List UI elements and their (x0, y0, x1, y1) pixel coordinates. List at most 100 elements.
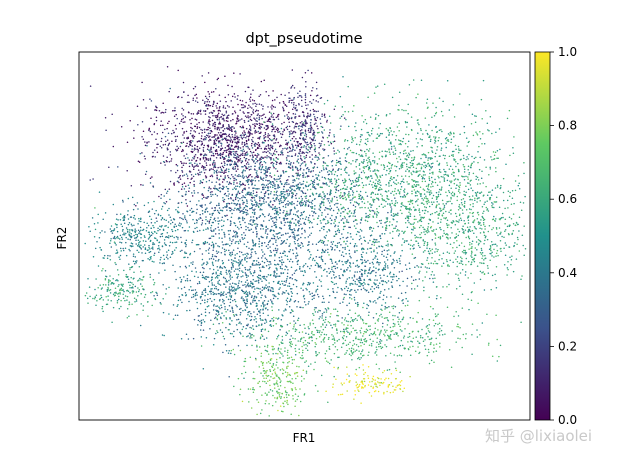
scatter-point (442, 176, 444, 178)
scatter-point (181, 185, 184, 188)
scatter-point (255, 131, 258, 133)
scatter-point (257, 257, 260, 259)
scatter-point (244, 131, 246, 134)
scatter-point (289, 190, 291, 192)
scatter-point (372, 170, 374, 172)
scatter-point (294, 149, 296, 152)
scatter-point (308, 221, 311, 224)
scatter-point (368, 148, 371, 150)
scatter-point (249, 154, 251, 157)
scatter-point (325, 168, 328, 171)
scatter-point (486, 209, 488, 211)
scatter-point (518, 250, 521, 252)
scatter-point (256, 117, 258, 119)
scatter-point (256, 114, 259, 117)
scatter-point (375, 113, 377, 115)
scatter-point (265, 201, 267, 203)
scatter-point (309, 146, 311, 149)
scatter-point (393, 131, 395, 133)
scatter-point (284, 190, 286, 193)
scatter-point (358, 164, 361, 166)
scatter-point (199, 229, 201, 232)
scatter-point (266, 233, 269, 235)
scatter-point (196, 127, 198, 129)
scatter-point (383, 199, 386, 202)
scatter-point (243, 150, 245, 153)
scatter-point (257, 113, 259, 115)
scatter-point (155, 138, 157, 140)
scatter-point (221, 181, 224, 183)
scatter-point (376, 163, 379, 165)
scatter-point (287, 179, 289, 181)
scatter-point (338, 195, 341, 197)
scatter-point (152, 151, 154, 154)
scatter-point (412, 223, 414, 225)
scatter-point (317, 184, 320, 186)
scatter-point (409, 161, 412, 164)
scatter-point (343, 169, 346, 171)
scatter-point (411, 190, 413, 192)
scatter-point (456, 246, 458, 249)
scatter-point (429, 158, 432, 160)
scatter-point (231, 141, 234, 144)
scatter-point (238, 136, 240, 139)
scatter-point (180, 236, 182, 239)
scatter-point (438, 214, 440, 216)
scatter-point (403, 181, 405, 184)
scatter-point (240, 126, 243, 129)
scatter-point (251, 200, 253, 202)
scatter-point (293, 240, 296, 243)
scatter-point (403, 188, 406, 190)
scatter-point (432, 173, 434, 175)
scatter-point (208, 101, 211, 103)
scatter-point (271, 147, 274, 150)
scatter-point (302, 245, 304, 247)
scatter-point (304, 164, 307, 167)
scatter-point (472, 221, 474, 223)
scatter-point (467, 168, 469, 171)
scatter-point (321, 251, 323, 254)
scatter-point (316, 178, 319, 181)
scatter-point (254, 149, 257, 152)
scatter-point (360, 161, 363, 163)
scatter-point (381, 246, 384, 248)
scatter-point (256, 160, 258, 163)
scatter-point (462, 225, 464, 227)
scatter-point (239, 239, 241, 241)
scatter-point (224, 206, 226, 208)
scatter-point (300, 125, 303, 128)
scatter-point (254, 177, 256, 179)
scatter-point (322, 191, 324, 193)
scatter-point (458, 185, 460, 187)
scatter-point (255, 171, 258, 174)
scatter-point (292, 148, 294, 151)
scatter-point (156, 151, 159, 153)
scatter-point (239, 240, 242, 243)
scatter-point (200, 144, 203, 146)
scatter-point (253, 223, 256, 225)
scatter-point (239, 175, 242, 177)
scatter-point (471, 162, 473, 164)
scatter-point (432, 185, 434, 188)
scatter-point (467, 188, 470, 191)
scatter-point (355, 180, 357, 182)
scatter-point (179, 174, 181, 177)
scatter-point (457, 170, 460, 173)
scatter-point (218, 129, 221, 131)
scatter-point (422, 251, 425, 253)
scatter-point (207, 158, 209, 160)
scatter-point (415, 96, 417, 99)
scatter-point (204, 101, 206, 103)
scatter-point (402, 204, 404, 207)
scatter-point (206, 128, 208, 131)
scatter-point (366, 137, 369, 140)
scatter-point (259, 197, 261, 200)
scatter-point (198, 110, 200, 112)
scatter-point (225, 185, 228, 188)
scatter-point (214, 209, 217, 212)
scatter-point (330, 160, 333, 163)
scatter-point (434, 112, 437, 115)
scatter-point (267, 144, 270, 146)
scatter-point (268, 254, 271, 257)
scatter-point (246, 151, 248, 153)
